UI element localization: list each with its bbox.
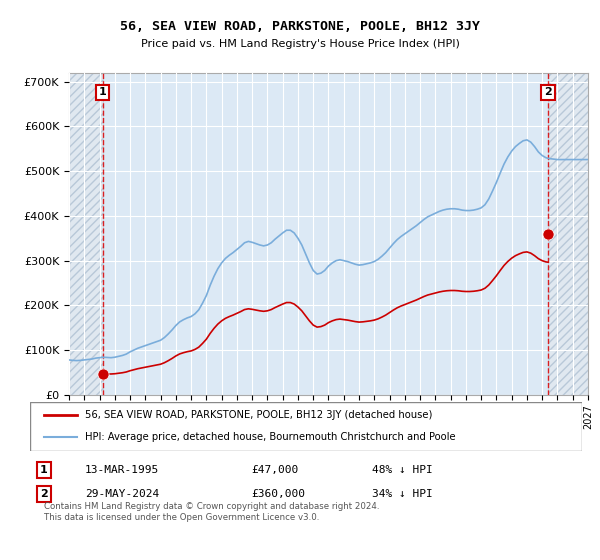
Text: 48% ↓ HPI: 48% ↓ HPI	[372, 465, 433, 475]
Text: 2: 2	[40, 489, 47, 499]
Text: 34% ↓ HPI: 34% ↓ HPI	[372, 489, 433, 499]
Text: 1: 1	[40, 465, 47, 475]
Text: £360,000: £360,000	[251, 489, 305, 499]
Text: Price paid vs. HM Land Registry's House Price Index (HPI): Price paid vs. HM Land Registry's House …	[140, 39, 460, 49]
Text: Contains HM Land Registry data © Crown copyright and database right 2024.
This d: Contains HM Land Registry data © Crown c…	[44, 502, 379, 522]
Text: 13-MAR-1995: 13-MAR-1995	[85, 465, 160, 475]
Bar	[548, 73, 588, 395]
Text: HPI: Average price, detached house, Bournemouth Christchurch and Poole: HPI: Average price, detached house, Bour…	[85, 432, 456, 442]
Bar	[69, 73, 103, 395]
Text: 2: 2	[544, 87, 552, 97]
Text: 56, SEA VIEW ROAD, PARKSTONE, POOLE, BH12 3JY: 56, SEA VIEW ROAD, PARKSTONE, POOLE, BH1…	[120, 20, 480, 32]
Text: 1: 1	[99, 87, 107, 97]
FancyBboxPatch shape	[30, 402, 582, 451]
Text: £47,000: £47,000	[251, 465, 298, 475]
Text: 56, SEA VIEW ROAD, PARKSTONE, POOLE, BH12 3JY (detached house): 56, SEA VIEW ROAD, PARKSTONE, POOLE, BH1…	[85, 410, 433, 420]
Text: 29-MAY-2024: 29-MAY-2024	[85, 489, 160, 499]
